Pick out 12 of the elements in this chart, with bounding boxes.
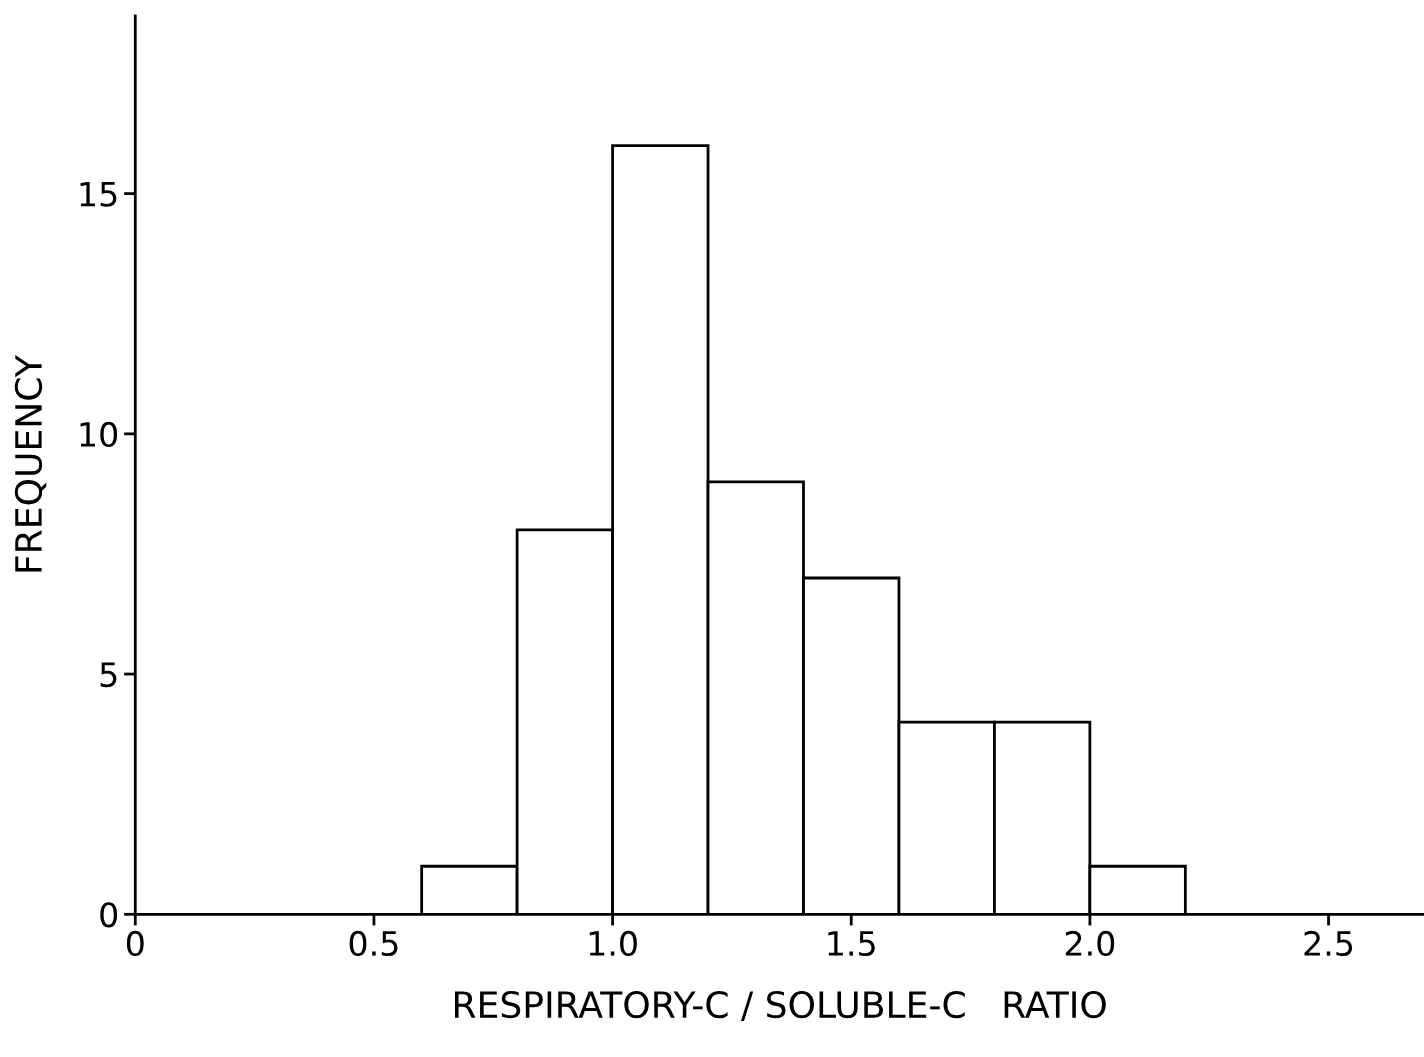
x-tick-label: 1.5 xyxy=(828,931,875,957)
x-axis-title: RESPIRATORY-C / SOLUBLE-C RATIO xyxy=(454,990,1106,1022)
x-tick-label: 0.5 xyxy=(349,930,398,957)
y-axis-title: FREQUENCY xyxy=(14,355,47,572)
x-tick-label: 0 xyxy=(126,930,144,957)
y-tick-label: 0 xyxy=(100,902,118,928)
y-tick-label: 15 xyxy=(80,181,117,207)
y-tick-label: 10 xyxy=(80,421,118,447)
x-tick-label: 2.0 xyxy=(1065,930,1115,957)
x-tick-label: 1.0 xyxy=(589,930,637,957)
x-tick-label: 2.5 xyxy=(1304,930,1353,957)
y-tick-label: 5 xyxy=(100,662,117,688)
